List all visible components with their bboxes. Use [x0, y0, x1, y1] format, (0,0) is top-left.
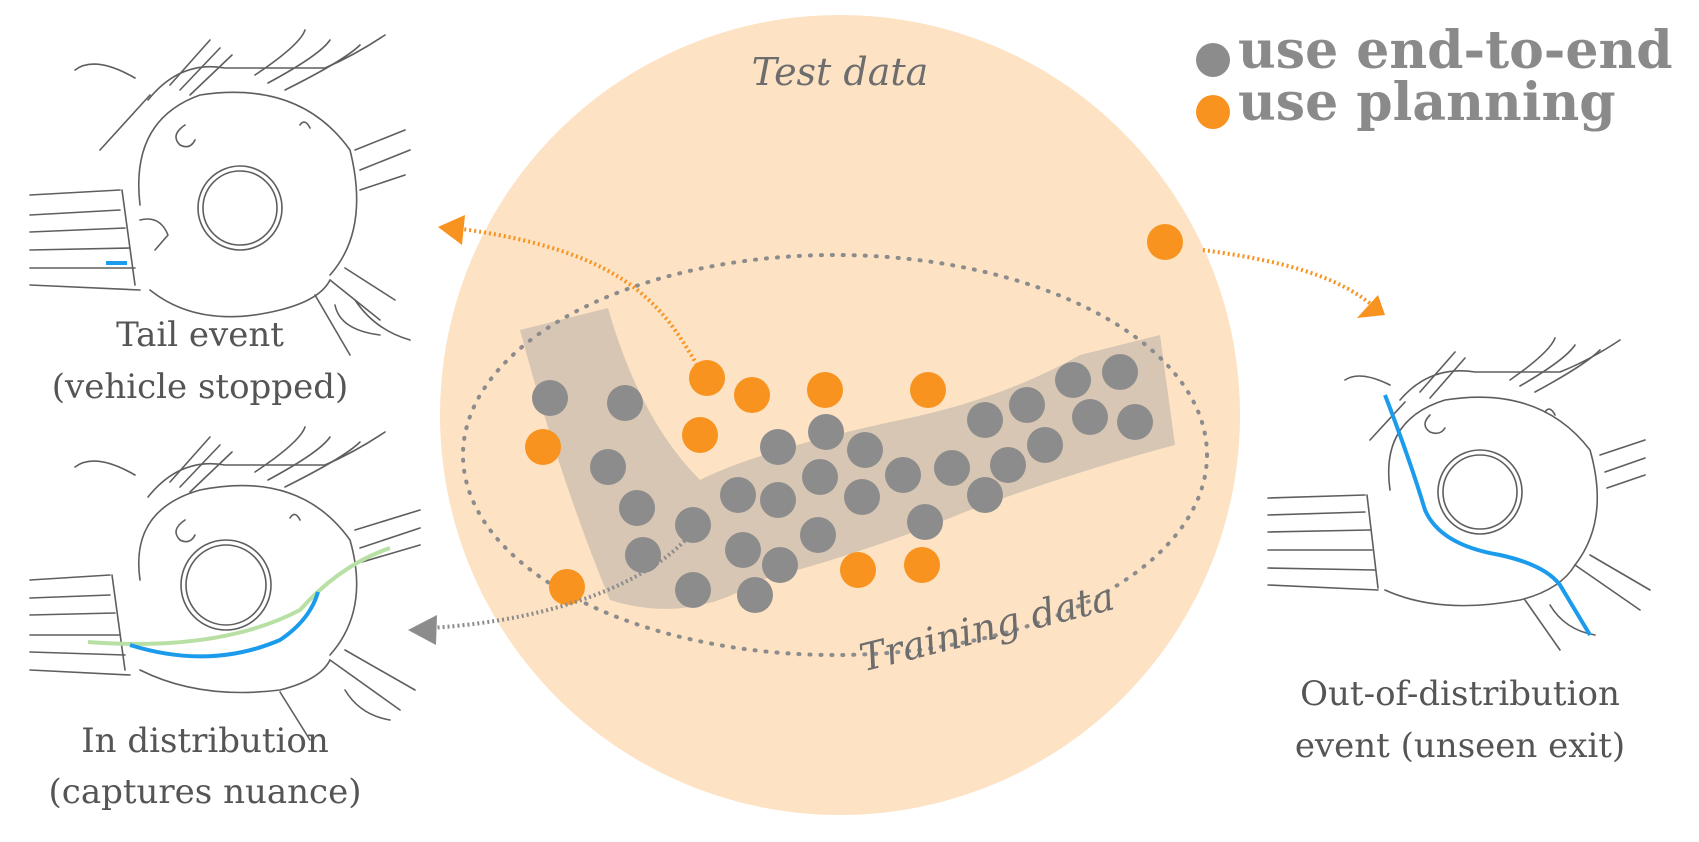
ood-map [1267, 337, 1651, 651]
planning-dot [910, 372, 946, 408]
end-to-end-dot [762, 547, 798, 583]
ood-arrowhead [1357, 295, 1385, 318]
reference-path [87, 546, 391, 646]
legend: use end-to-end use planning [1196, 20, 1673, 133]
planning-dot [1147, 224, 1183, 260]
planning-dot [904, 547, 940, 583]
test-data-region [440, 15, 1240, 815]
test-data-label: Test data [752, 50, 929, 94]
planning-dot [549, 569, 585, 605]
tail-event-title: Tail event [116, 315, 284, 355]
end-to-end-dot [720, 477, 756, 513]
end-to-end-dot [885, 457, 921, 493]
ood-subtitle: event (unseen exit) [1295, 726, 1625, 766]
end-to-end-dot [808, 414, 844, 450]
in-distribution-title: In distribution [81, 721, 329, 761]
end-to-end-dot [1027, 427, 1063, 463]
end-to-end-dot [967, 402, 1003, 438]
in-distribution-map [29, 426, 421, 741]
end-to-end-dot [1117, 404, 1153, 440]
end-to-end-dot [907, 504, 943, 540]
planning-dots [525, 224, 1183, 605]
legend-planning-marker [1196, 95, 1230, 129]
ood-title: Out-of-distribution [1300, 674, 1620, 714]
legend-planning-label: use planning [1238, 72, 1616, 133]
in-distribution-arrowhead [408, 615, 437, 645]
in-distribution-subtitle: (captures nuance) [49, 772, 362, 812]
end-to-end-dot [847, 432, 883, 468]
planned-path [129, 591, 320, 659]
end-to-end-dot [590, 449, 626, 485]
legend-end-to-end-label: use end-to-end [1238, 20, 1673, 81]
end-to-end-dot [1055, 362, 1091, 398]
planning-dot [807, 372, 843, 408]
tail-event-subtitle: (vehicle stopped) [52, 367, 348, 407]
end-to-end-dot [1072, 399, 1108, 435]
end-to-end-dot [800, 517, 836, 553]
end-to-end-dot [625, 537, 661, 573]
ood-arrow [1202, 248, 1374, 307]
tail-event-arrowhead [438, 215, 465, 245]
planning-dot [734, 377, 770, 413]
planning-dot [525, 429, 561, 465]
end-to-end-dot [990, 447, 1026, 483]
tail-event-map [29, 29, 411, 356]
end-to-end-dot [934, 450, 970, 486]
end-to-end-dot [844, 479, 880, 515]
end-to-end-dot [607, 385, 643, 421]
end-to-end-dot [725, 532, 761, 568]
end-to-end-dot [619, 490, 655, 526]
end-to-end-dot [802, 459, 838, 495]
end-to-end-dot [1009, 387, 1045, 423]
in-distribution-arrow [429, 535, 690, 630]
end-to-end-dot [675, 572, 711, 608]
training-data-boundary [461, 253, 1209, 657]
ood-planned-path [1383, 394, 1592, 637]
end-to-end-dot [1102, 354, 1138, 390]
planning-dot [689, 360, 725, 396]
legend-end-to-end-marker [1196, 43, 1230, 77]
end-to-end-dot [760, 429, 796, 465]
planning-dot [840, 552, 876, 588]
end-to-end-dot [760, 482, 796, 518]
planning-dot [682, 417, 718, 453]
end-to-end-dot [675, 507, 711, 543]
end-to-end-dot [967, 477, 1003, 513]
end-to-end-dot [737, 577, 773, 613]
end-to-end-dots [532, 354, 1153, 613]
end-to-end-dot [532, 380, 568, 416]
